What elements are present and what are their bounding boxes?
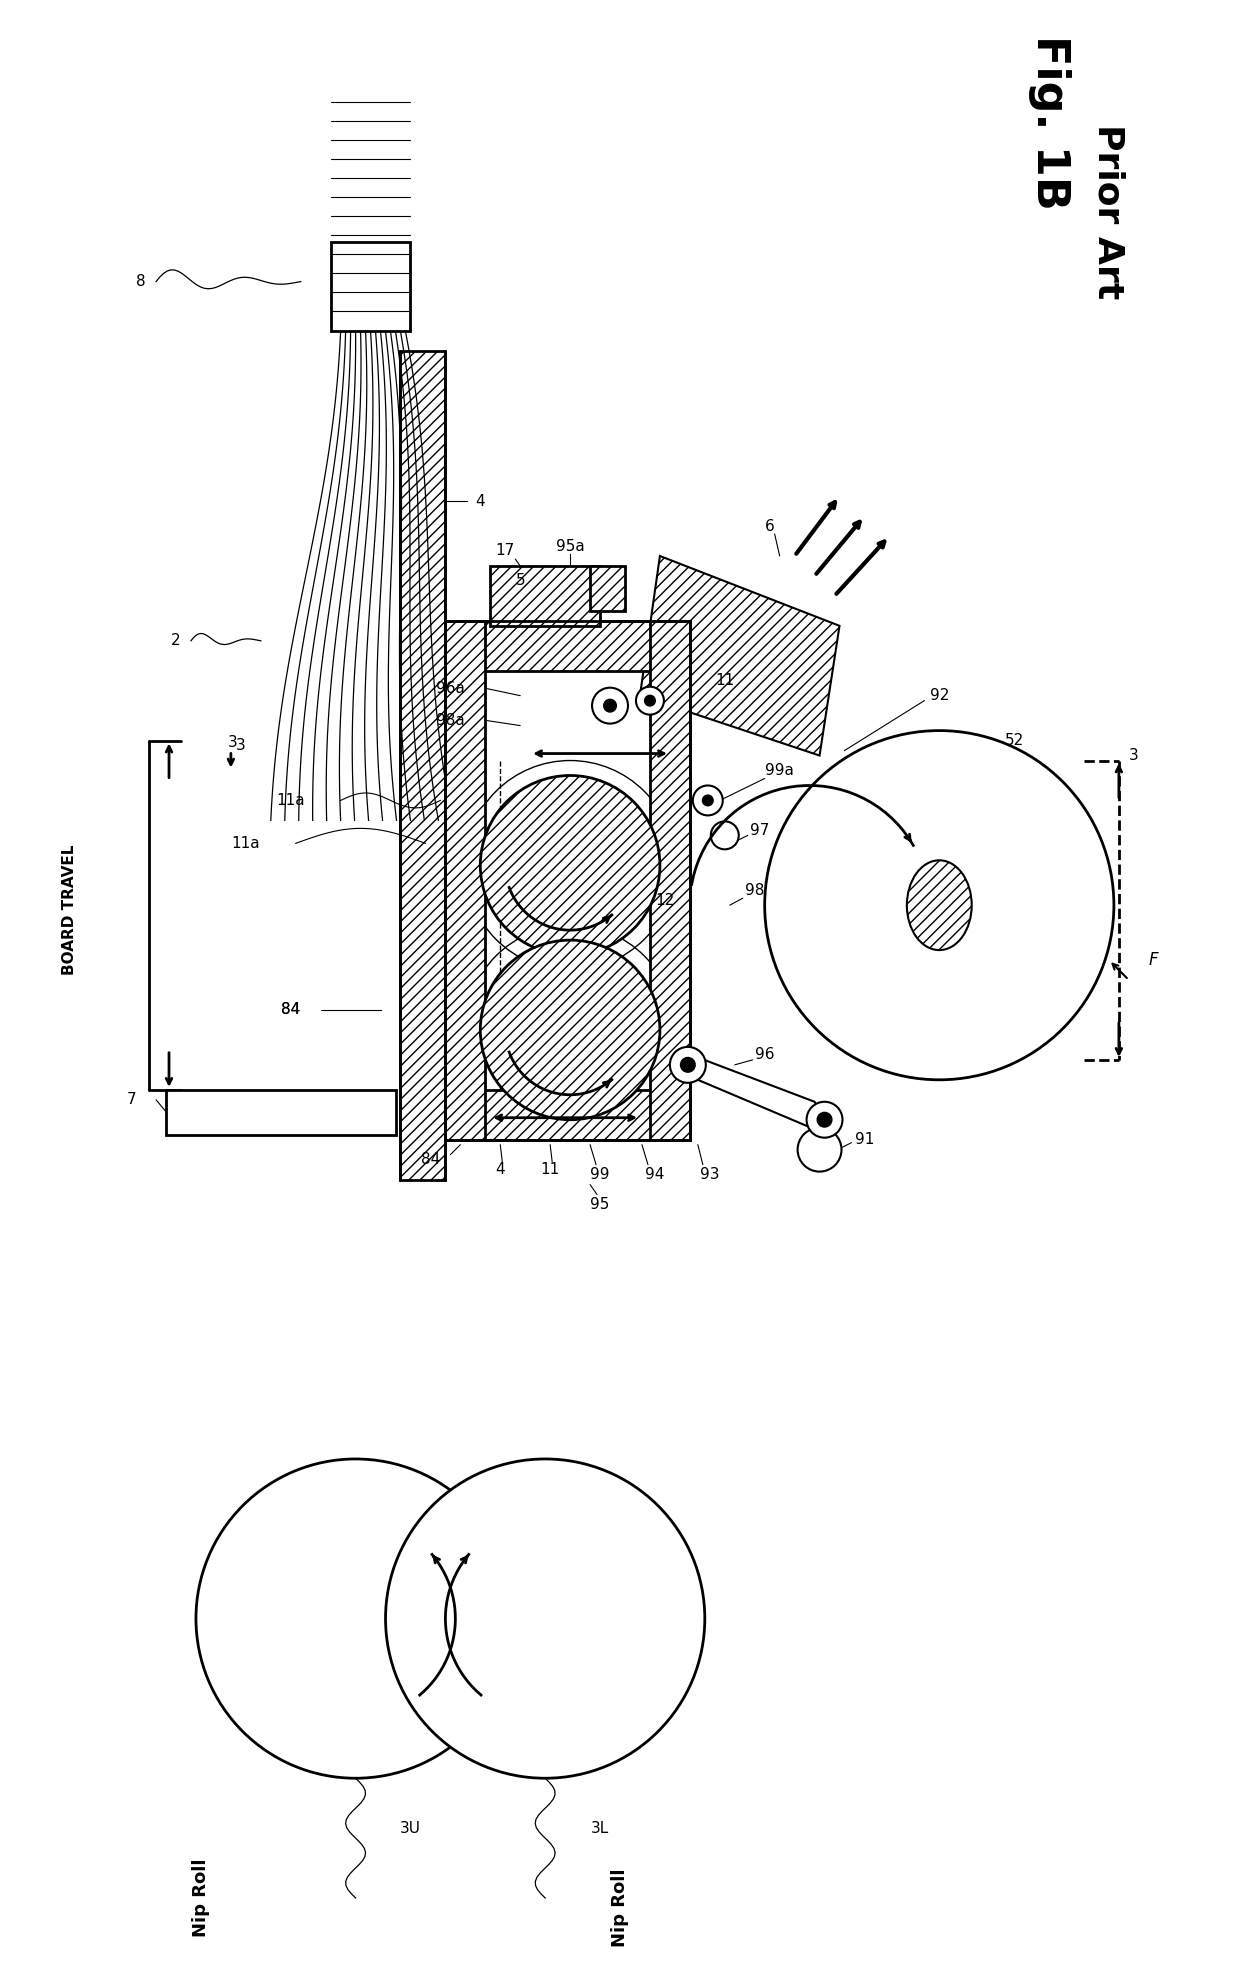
Circle shape (386, 1459, 704, 1777)
Bar (445, 620, 485, 1139)
Text: 95: 95 (590, 1197, 610, 1213)
Text: 84: 84 (420, 1153, 440, 1167)
Text: 3: 3 (236, 738, 246, 753)
Text: 91: 91 (854, 1133, 874, 1147)
Text: 95a: 95a (556, 539, 584, 553)
Text: 17: 17 (496, 543, 515, 559)
Text: 4: 4 (475, 493, 485, 509)
Text: 94: 94 (645, 1167, 665, 1183)
Circle shape (681, 1058, 694, 1072)
Circle shape (604, 700, 616, 712)
Text: 3U: 3U (401, 1821, 420, 1835)
Text: 99a: 99a (765, 763, 794, 777)
Text: 92: 92 (930, 688, 949, 704)
Text: 96: 96 (755, 1048, 775, 1062)
Text: 11a: 11a (277, 793, 305, 807)
Circle shape (711, 821, 739, 849)
Text: 99: 99 (590, 1167, 610, 1183)
Circle shape (693, 785, 723, 815)
Text: 8: 8 (136, 274, 146, 288)
Polygon shape (678, 1050, 835, 1137)
Text: 3: 3 (228, 736, 238, 749)
Bar (650, 620, 689, 1139)
Text: Nip Roll: Nip Roll (611, 1869, 629, 1946)
Text: 12: 12 (655, 893, 675, 909)
Bar (490, 567, 600, 626)
Bar (445, 620, 689, 670)
Circle shape (670, 1048, 706, 1083)
Circle shape (703, 795, 713, 805)
Text: 98a: 98a (436, 714, 465, 728)
Bar (445, 620, 689, 1139)
Text: Fig. 1B: Fig. 1B (1028, 34, 1070, 209)
Text: 6: 6 (765, 519, 775, 533)
Text: 98: 98 (745, 883, 764, 899)
Circle shape (480, 775, 660, 954)
Circle shape (645, 696, 655, 706)
Bar (401, 352, 445, 1179)
Text: 97: 97 (750, 823, 769, 837)
Ellipse shape (906, 861, 972, 950)
Text: 7: 7 (126, 1091, 136, 1107)
Text: 11a: 11a (232, 835, 260, 851)
Circle shape (196, 1459, 516, 1777)
Bar (590, 567, 625, 610)
Circle shape (765, 732, 1114, 1079)
Circle shape (806, 1101, 842, 1137)
Text: 84: 84 (281, 1002, 300, 1018)
Text: Nip Roll: Nip Roll (192, 1859, 210, 1936)
Text: 3: 3 (1128, 747, 1138, 763)
Text: 84: 84 (281, 1002, 300, 1018)
Text: Prior Art: Prior Art (1092, 123, 1126, 300)
Text: 11: 11 (715, 674, 734, 688)
Circle shape (636, 686, 663, 714)
Text: 52: 52 (1004, 734, 1024, 747)
Text: F: F (1149, 950, 1158, 968)
Circle shape (817, 1113, 832, 1127)
Text: 2: 2 (171, 634, 181, 648)
Text: BOARD TRAVEL: BOARD TRAVEL (62, 845, 77, 976)
Bar (445, 1089, 689, 1139)
Polygon shape (640, 557, 839, 755)
Text: 4: 4 (496, 1163, 505, 1177)
Text: 93: 93 (701, 1167, 719, 1183)
Circle shape (480, 940, 660, 1119)
Bar (166, 1089, 396, 1135)
Text: 5: 5 (516, 573, 525, 588)
Text: 11: 11 (541, 1163, 559, 1177)
Text: 96a: 96a (436, 682, 465, 696)
Bar (331, 243, 410, 332)
Circle shape (797, 1127, 842, 1171)
Circle shape (591, 688, 627, 724)
Text: 3L: 3L (591, 1821, 609, 1835)
